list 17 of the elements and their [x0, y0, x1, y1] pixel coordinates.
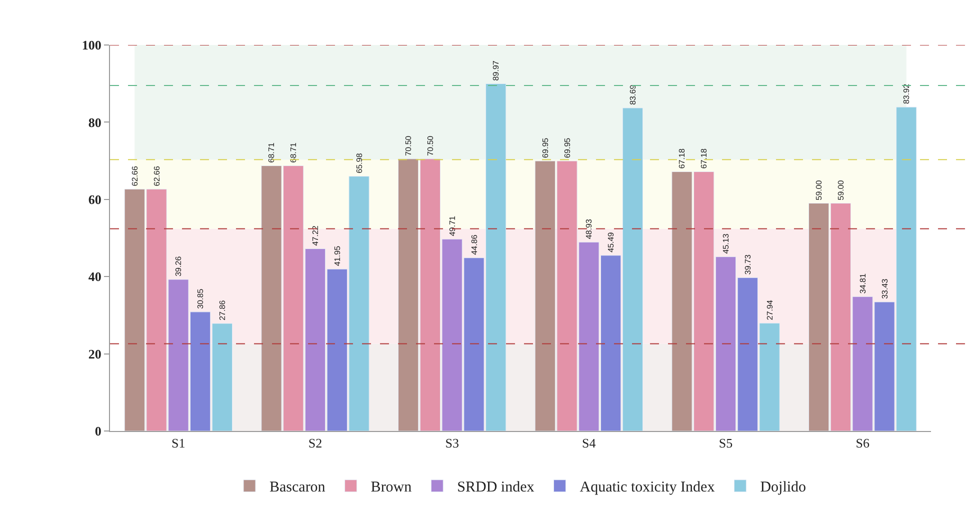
y-tick-label: 80 [88, 114, 102, 130]
x-tick-label: S4 [582, 436, 596, 451]
legend-label: Bascaron [270, 480, 326, 496]
legend-label: Aquatic toxicity Index [580, 480, 716, 496]
y-tick-label: 0 [94, 424, 102, 439]
x-tick-label: S2 [308, 436, 322, 451]
x-tick-label: S6 [856, 436, 870, 451]
legend-label: Brown [370, 480, 412, 496]
y-tick-label: 40 [88, 269, 102, 284]
y-tick-label: 100 [82, 38, 102, 53]
x-tick-label: S3 [445, 436, 459, 451]
x-tick-label: S1 [172, 436, 186, 451]
y-tick-label: 20 [88, 346, 102, 362]
legend-label: Dojlido [760, 480, 806, 496]
x-tick-label: S5 [718, 436, 733, 451]
y-tick-label: 60 [88, 192, 102, 207]
legend-label: SRDD index [457, 480, 535, 496]
